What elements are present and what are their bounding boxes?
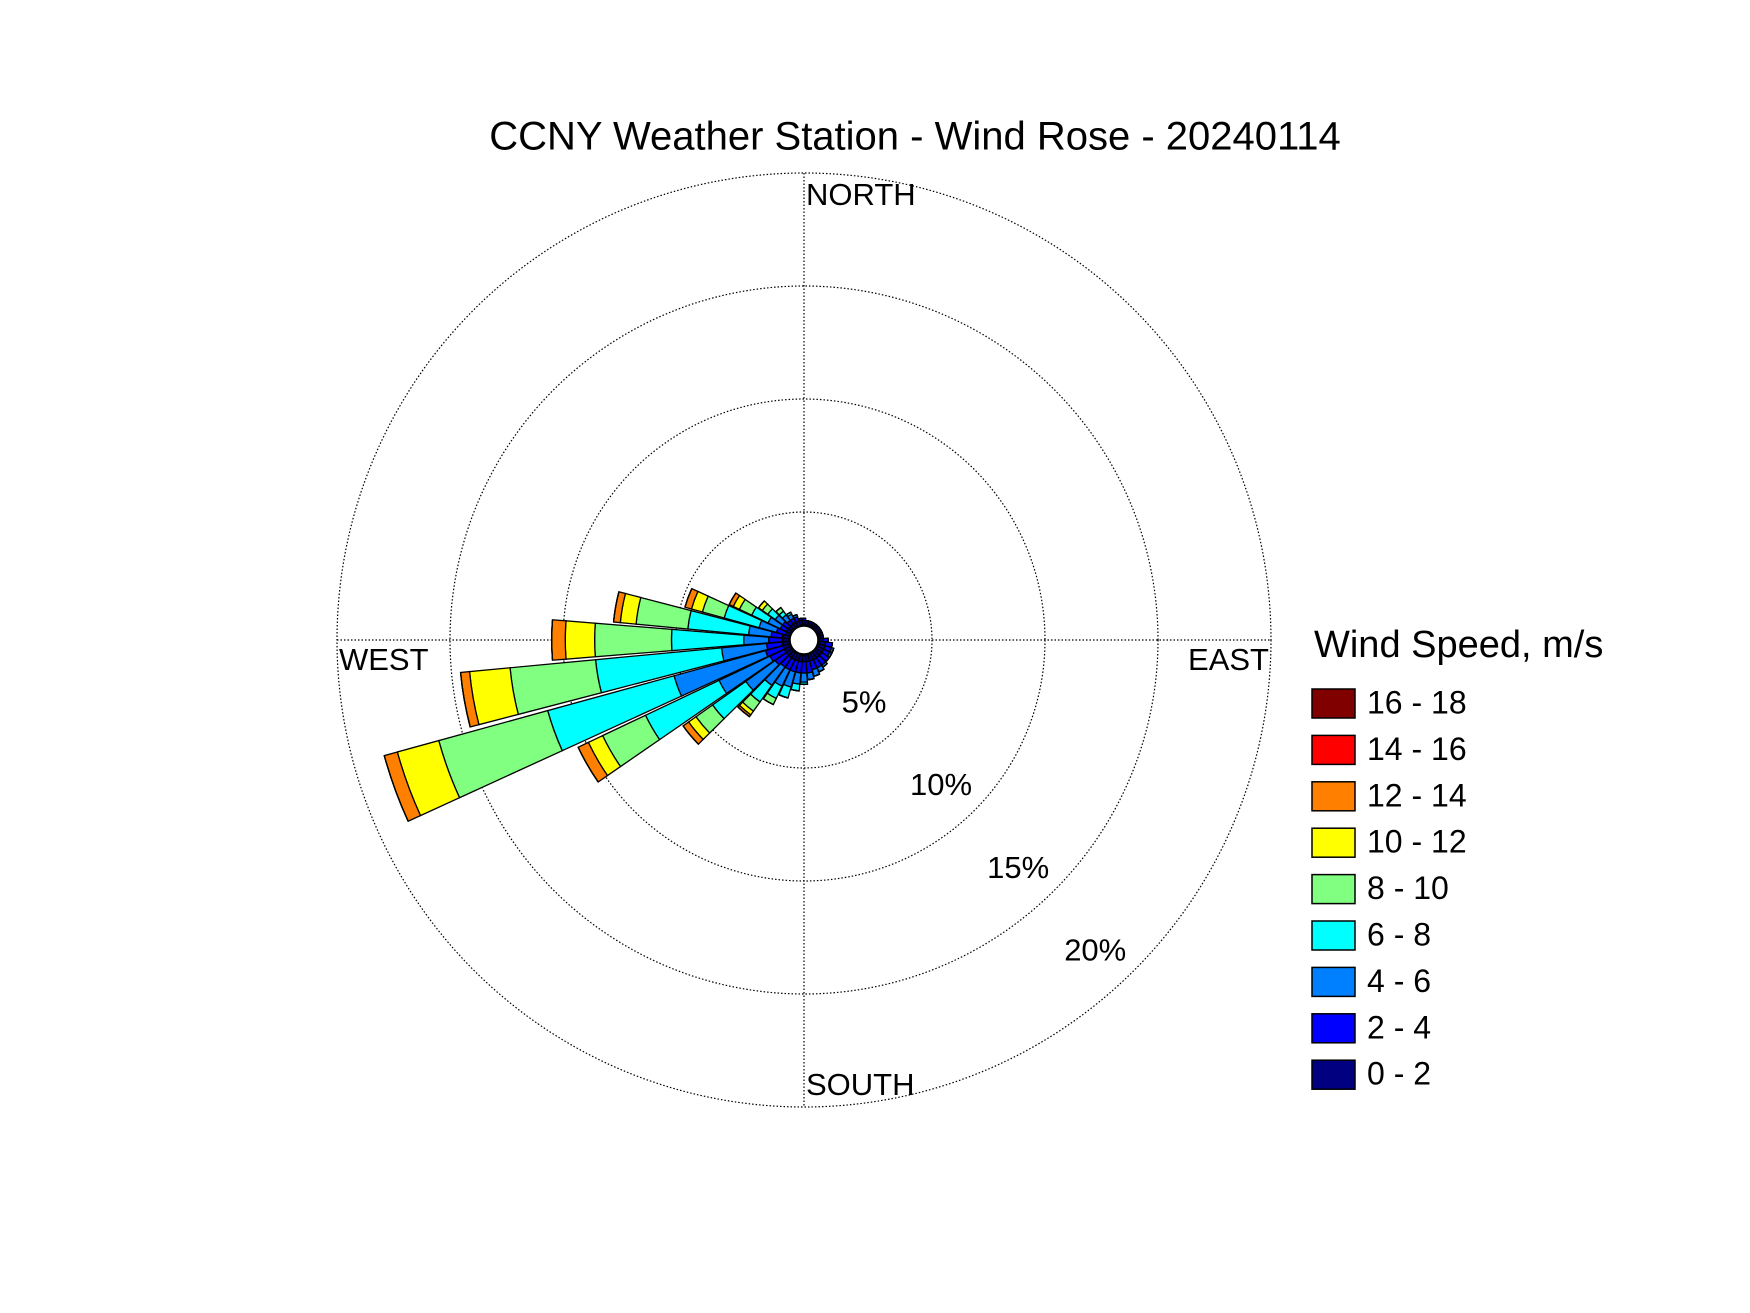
bar-segment: [758, 600, 765, 609]
center-hole: [789, 625, 819, 655]
legend-title: Wind Speed, m/s: [1314, 624, 1603, 666]
bar-segment: [728, 592, 737, 605]
bar-segment: [593, 622, 673, 658]
bar-segment: [786, 611, 792, 616]
direction-label: SOUTH: [806, 1067, 915, 1102]
bar-segment: [798, 617, 803, 620]
legend-swatch: [1311, 1059, 1356, 1090]
legend-swatch: [1311, 873, 1356, 905]
legend-swatch: [1311, 781, 1356, 812]
bar-segment: [551, 619, 567, 661]
chart-title: CCNY Weather Station - Wind Rose - 20240…: [489, 115, 1341, 159]
legend-swatch: [1311, 920, 1356, 951]
bar-segment: [564, 620, 597, 660]
legend-label: 4 - 6: [1367, 963, 1431, 999]
legend-swatch: [1311, 734, 1356, 766]
direction-label: WEST: [339, 642, 429, 677]
bar-segment: [822, 634, 825, 639]
grid-circle: [449, 285, 1159, 995]
bar-segment: [684, 588, 693, 608]
bar-segment: [682, 725, 699, 745]
r-tick-label: 20%: [1064, 932, 1126, 967]
legend-swatch: [1311, 966, 1356, 998]
bar-segment: [831, 642, 834, 648]
direction-label: NORTH: [806, 177, 916, 212]
legend-swatch: [1311, 827, 1356, 858]
r-tick-label: 15%: [987, 850, 1049, 885]
legend-label: 0 - 2: [1367, 1056, 1431, 1092]
legend-swatch: [1311, 688, 1356, 719]
legend-label: 6 - 8: [1367, 916, 1431, 952]
legend-label: 14 - 16: [1367, 731, 1467, 767]
legend-label: 16 - 18: [1367, 684, 1467, 720]
bar-segment: [551, 619, 554, 661]
r-tick-label: 5%: [842, 685, 887, 720]
bar-segment: [577, 746, 599, 783]
r-tick-label: 10%: [910, 767, 972, 802]
legend-swatch: [1311, 1013, 1356, 1044]
bar-segment: [459, 672, 471, 728]
bar-segment: [778, 694, 789, 699]
bar-segment: [799, 672, 809, 683]
legend-label: 12 - 14: [1367, 777, 1467, 813]
legend-label: 8 - 10: [1367, 870, 1449, 906]
direction-label: EAST: [1188, 642, 1269, 677]
legend-label: 10 - 12: [1367, 824, 1467, 860]
bar-segment: [805, 619, 810, 622]
legend-label: 2 - 4: [1367, 1009, 1431, 1045]
